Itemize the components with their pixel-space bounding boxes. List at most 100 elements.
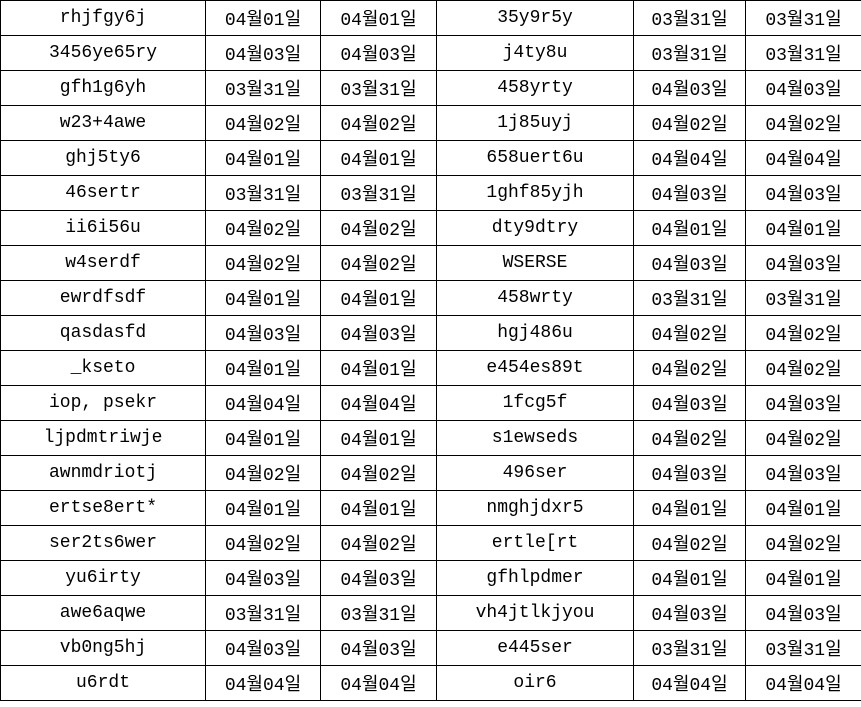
- date-cell[interactable]: 04월03일: [745, 175, 861, 211]
- date-cell[interactable]: 04월01일: [205, 0, 321, 36]
- id-cell[interactable]: 458yrty: [436, 70, 634, 106]
- date-cell[interactable]: 04월04일: [320, 665, 437, 701]
- date-cell[interactable]: 04월01일: [633, 210, 746, 246]
- date-cell[interactable]: 04월04일: [745, 665, 861, 701]
- id-cell[interactable]: 35y9r5y: [436, 0, 634, 36]
- id-cell[interactable]: e445ser: [436, 630, 634, 666]
- date-cell[interactable]: 04월04일: [745, 140, 861, 176]
- date-cell[interactable]: 04월02일: [320, 245, 437, 281]
- id-cell[interactable]: yu6irty: [0, 560, 206, 596]
- id-cell[interactable]: gfh1g6yh: [0, 70, 206, 106]
- date-cell[interactable]: 03월31일: [633, 0, 746, 36]
- date-cell[interactable]: 04월03일: [633, 175, 746, 211]
- date-cell[interactable]: 04월02일: [633, 420, 746, 456]
- date-cell[interactable]: 03월31일: [205, 175, 321, 211]
- date-cell[interactable]: 04월01일: [320, 0, 437, 36]
- id-cell[interactable]: ewrdfsdf: [0, 280, 206, 316]
- date-cell[interactable]: 03월31일: [633, 35, 746, 71]
- date-cell[interactable]: 04월03일: [745, 245, 861, 281]
- date-cell[interactable]: 04월01일: [320, 350, 437, 386]
- id-cell[interactable]: awe6aqwe: [0, 595, 206, 631]
- date-cell[interactable]: 04월03일: [745, 70, 861, 106]
- date-cell[interactable]: 04월04일: [633, 140, 746, 176]
- date-cell[interactable]: 04월02일: [205, 210, 321, 246]
- id-cell[interactable]: 1j85uyj: [436, 105, 634, 141]
- date-cell[interactable]: 04월01일: [633, 490, 746, 526]
- id-cell[interactable]: hgj486u: [436, 315, 634, 351]
- date-cell[interactable]: 03월31일: [745, 280, 861, 316]
- date-cell[interactable]: 03월31일: [745, 35, 861, 71]
- date-cell[interactable]: 03월31일: [633, 280, 746, 316]
- date-cell[interactable]: 04월04일: [205, 385, 321, 421]
- date-cell[interactable]: 04월03일: [633, 245, 746, 281]
- date-cell[interactable]: 04월01일: [633, 560, 746, 596]
- id-cell[interactable]: w23+4awe: [0, 105, 206, 141]
- date-cell[interactable]: 04월02일: [745, 350, 861, 386]
- date-cell[interactable]: 04월02일: [633, 525, 746, 561]
- id-cell[interactable]: vh4jtlkjyou: [436, 595, 634, 631]
- date-cell[interactable]: 04월03일: [205, 630, 321, 666]
- date-cell[interactable]: 04월04일: [633, 665, 746, 701]
- date-cell[interactable]: 04월03일: [633, 595, 746, 631]
- id-cell[interactable]: oir6: [436, 665, 634, 701]
- id-cell[interactable]: rhjfgy6j: [0, 0, 206, 36]
- date-cell[interactable]: 04월02일: [320, 210, 437, 246]
- id-cell[interactable]: w4serdf: [0, 245, 206, 281]
- date-cell[interactable]: 04월02일: [745, 105, 861, 141]
- id-cell[interactable]: 3456ye65ry: [0, 35, 206, 71]
- date-cell[interactable]: 03월31일: [745, 0, 861, 36]
- date-cell[interactable]: 04월01일: [205, 350, 321, 386]
- date-cell[interactable]: 03월31일: [633, 630, 746, 666]
- date-cell[interactable]: 03월31일: [320, 70, 437, 106]
- id-cell[interactable]: 1ghf85yjh: [436, 175, 634, 211]
- id-cell[interactable]: qasdasfd: [0, 315, 206, 351]
- date-cell[interactable]: 04월03일: [205, 315, 321, 351]
- date-cell[interactable]: 04월02일: [633, 105, 746, 141]
- date-cell[interactable]: 04월01일: [745, 210, 861, 246]
- date-cell[interactable]: 04월04일: [320, 385, 437, 421]
- date-cell[interactable]: 04월03일: [633, 385, 746, 421]
- date-cell[interactable]: 03월31일: [320, 595, 437, 631]
- date-cell[interactable]: 04월03일: [205, 560, 321, 596]
- date-cell[interactable]: 04월02일: [633, 350, 746, 386]
- id-cell[interactable]: gfhlpdmer: [436, 560, 634, 596]
- date-cell[interactable]: 04월02일: [205, 105, 321, 141]
- id-cell[interactable]: WSERSE: [436, 245, 634, 281]
- id-cell[interactable]: e454es89t: [436, 350, 634, 386]
- date-cell[interactable]: 04월03일: [320, 630, 437, 666]
- id-cell[interactable]: 496ser: [436, 455, 634, 491]
- id-cell[interactable]: ghj5ty6: [0, 140, 206, 176]
- date-cell[interactable]: 04월02일: [745, 315, 861, 351]
- date-cell[interactable]: 04월03일: [205, 35, 321, 71]
- date-cell[interactable]: 03월31일: [205, 595, 321, 631]
- id-cell[interactable]: s1ewseds: [436, 420, 634, 456]
- date-cell[interactable]: 04월01일: [205, 490, 321, 526]
- date-cell[interactable]: 04월03일: [745, 385, 861, 421]
- date-cell[interactable]: 04월03일: [320, 315, 437, 351]
- id-cell[interactable]: nmghjdxr5: [436, 490, 634, 526]
- id-cell[interactable]: iop, psekr: [0, 385, 206, 421]
- date-cell[interactable]: 04월02일: [205, 525, 321, 561]
- id-cell[interactable]: vb0ng5hj: [0, 630, 206, 666]
- id-cell[interactable]: 46sertr: [0, 175, 206, 211]
- date-cell[interactable]: 04월03일: [320, 35, 437, 71]
- date-cell[interactable]: 04월02일: [205, 245, 321, 281]
- date-cell[interactable]: 04월01일: [320, 140, 437, 176]
- date-cell[interactable]: 04월02일: [320, 105, 437, 141]
- date-cell[interactable]: 04월03일: [633, 70, 746, 106]
- date-cell[interactable]: 04월01일: [745, 560, 861, 596]
- date-cell[interactable]: 04월02일: [745, 420, 861, 456]
- date-cell[interactable]: 04월02일: [745, 525, 861, 561]
- id-cell[interactable]: 658uert6u: [436, 140, 634, 176]
- date-cell[interactable]: 04월01일: [205, 140, 321, 176]
- id-cell[interactable]: 458wrty: [436, 280, 634, 316]
- id-cell[interactable]: ii6i56u: [0, 210, 206, 246]
- date-cell[interactable]: 04월01일: [320, 420, 437, 456]
- id-cell[interactable]: 1fcg5f: [436, 385, 634, 421]
- id-cell[interactable]: awnmdriotj: [0, 455, 206, 491]
- date-cell[interactable]: 04월03일: [745, 595, 861, 631]
- date-cell[interactable]: 04월03일: [745, 455, 861, 491]
- id-cell[interactable]: ser2ts6wer: [0, 525, 206, 561]
- date-cell[interactable]: 04월02일: [320, 455, 437, 491]
- id-cell[interactable]: u6rdt: [0, 665, 206, 701]
